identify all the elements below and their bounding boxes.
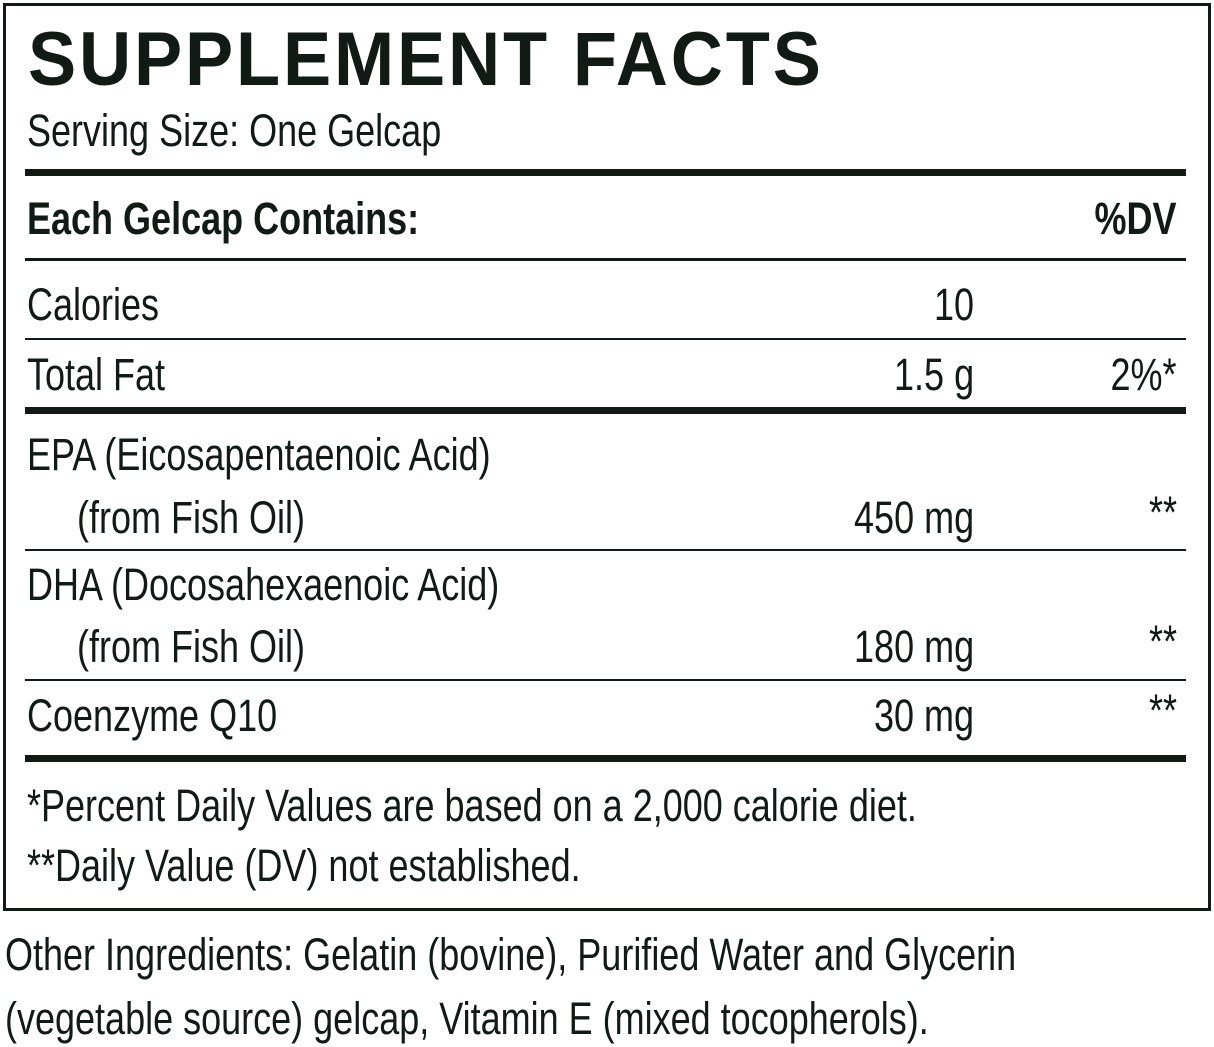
panel-title: SUPPLEMENT FACTS <box>28 17 824 102</box>
nutrient-dv: ** <box>1148 685 1177 736</box>
nutrient-name: DHA (Docosahexaenoic Acid) <box>27 559 500 610</box>
serving-size: Serving Size: One Gelcap <box>27 105 442 156</box>
divider <box>25 755 1186 762</box>
nutrient-amount: 450 mg <box>853 492 974 543</box>
divider <box>25 258 1186 261</box>
nutrient-amount: 10 <box>933 279 974 330</box>
other-ingredients: Other Ingredients: Gelatin (bovine), Pur… <box>5 929 1017 980</box>
nutrient-dv: 2%* <box>1110 349 1177 400</box>
nutrient-source: (from Fish Oil) <box>77 492 305 543</box>
nutrient-name: Total Fat <box>27 349 166 400</box>
footnote: *Percent Daily Values are based on a 2,0… <box>27 780 917 831</box>
footnote: **Daily Value (DV) not established. <box>27 840 581 891</box>
nutrient-name: EPA (Eicosapentaenoic Acid) <box>27 429 491 480</box>
nutrient-amount: 180 mg <box>853 621 974 672</box>
divider <box>25 338 1186 340</box>
nutrient-amount: 1.5 g <box>893 349 974 400</box>
nutrient-dv: ** <box>1148 487 1177 538</box>
nutrient-source: (from Fish Oil) <box>77 621 305 672</box>
nutrient-name: Calories <box>27 279 160 330</box>
nutrient-amount: 30 mg <box>873 690 974 741</box>
other-ingredients: (vegetable source) gelcap, Vitamin E (mi… <box>5 993 929 1044</box>
divider <box>25 679 1186 681</box>
nutrient-name: Coenzyme Q10 <box>27 690 278 741</box>
divider <box>25 169 1186 176</box>
header-dv: %DV <box>1094 193 1177 244</box>
nutrient-dv: ** <box>1148 616 1177 667</box>
divider <box>25 407 1186 414</box>
header-contains: Each Gelcap Contains: <box>27 193 420 244</box>
divider <box>25 549 1186 551</box>
supplement-facts-panel <box>3 3 1211 911</box>
